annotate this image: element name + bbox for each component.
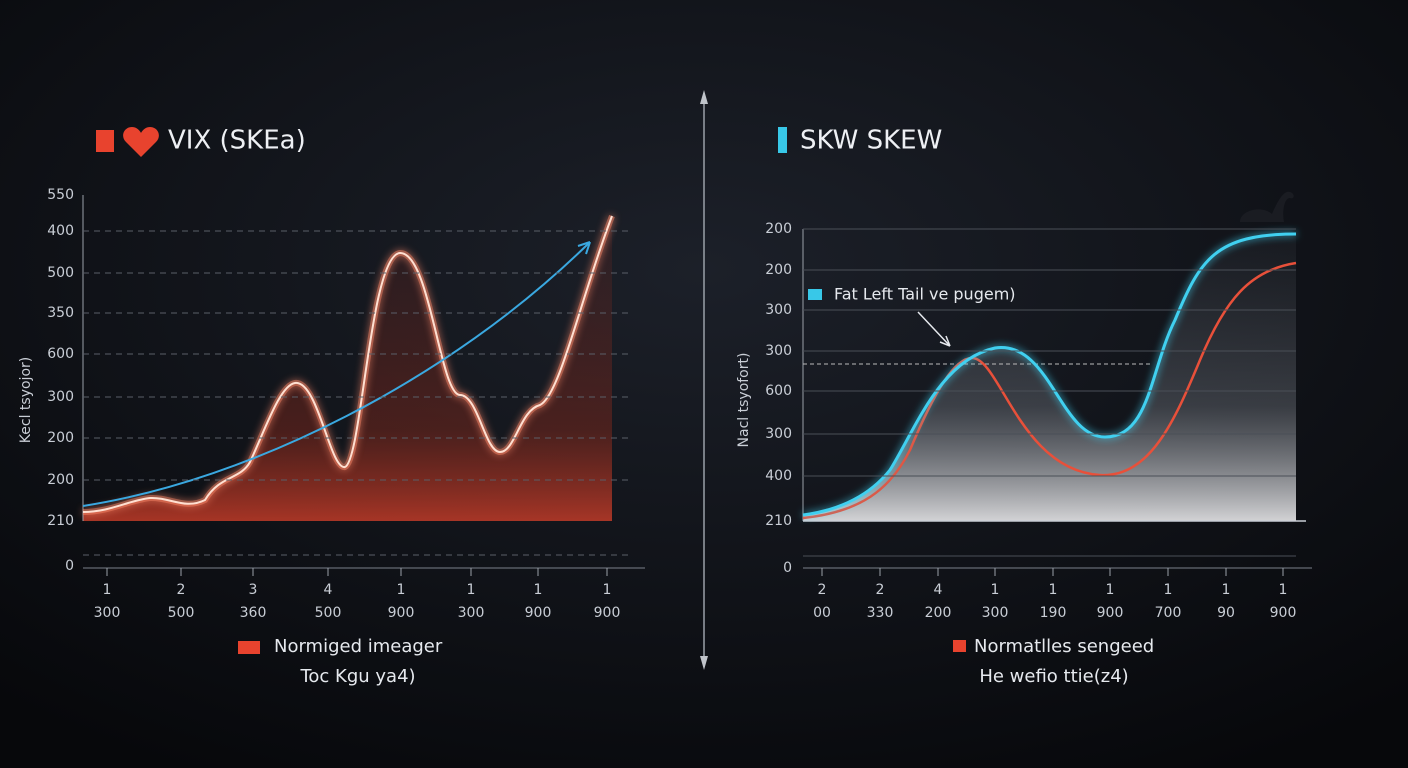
x-tick-label: 1 (603, 582, 612, 598)
x-tick-label: 300 (94, 605, 121, 621)
title-bar (778, 127, 787, 153)
legend-marker (953, 640, 966, 652)
x-tick-label: 1 (534, 582, 543, 598)
y-tick-label: 600 (765, 383, 792, 399)
x-tick-label: 1 (397, 582, 406, 598)
y-tick-label: 350 (47, 305, 74, 321)
x-tick-label: 300 (458, 605, 485, 621)
right-chart (778, 127, 1312, 569)
x-tick-label: 200 (925, 605, 952, 621)
y-tick-label: 0 (783, 560, 792, 576)
y-tick-label: 300 (765, 426, 792, 442)
x-tick-label: 190 (1040, 605, 1067, 621)
left-title: VIX (SKEa) (168, 126, 306, 156)
cyan-curve (802, 232, 1297, 517)
left-chart (82, 127, 645, 569)
right-title: SKW SKEW (800, 126, 942, 156)
x-tick-label: 2 (177, 582, 186, 598)
y-tick-label: 500 (47, 265, 74, 281)
x-tick-label: 00 (813, 605, 831, 621)
y-axis-label: Kecl tsyojor) (18, 357, 34, 443)
x-tick-label: 1 (1164, 582, 1173, 598)
x-tick-label: 1 (1222, 582, 1231, 598)
y-tick-label: 200 (765, 221, 792, 237)
x-tick-label: 900 (525, 605, 552, 621)
x-tick-label: 900 (1097, 605, 1124, 621)
heart-icon (123, 127, 159, 157)
legend-label: Normiged imeager (274, 636, 443, 657)
x-tick-label: 330 (867, 605, 894, 621)
x-tick-label: 90 (1217, 605, 1235, 621)
caption: Toc Kgu ya4) (299, 666, 415, 687)
x-tick-label: 4 (934, 582, 943, 598)
x-tick-label: 500 (168, 605, 195, 621)
x-tick-label: 900 (1270, 605, 1297, 621)
x-tick-label: 900 (388, 605, 415, 621)
trend-line (82, 241, 591, 507)
y-tick-label: 300 (765, 302, 792, 318)
curve (82, 215, 613, 513)
y-tick-label: 400 (765, 468, 792, 484)
x-tick-label: 1 (1279, 582, 1288, 598)
trend-arrow (577, 241, 591, 255)
y-tick-label: 210 (765, 513, 792, 529)
y-tick-label: 550 (47, 187, 74, 203)
y-tick-label: 200 (765, 262, 792, 278)
y-tick-label: 600 (47, 346, 74, 362)
y-tick-label: 200 (47, 472, 74, 488)
annotation-marker (808, 289, 822, 300)
y-tick-label: 0 (65, 558, 74, 574)
x-tick-label: 700 (1155, 605, 1182, 621)
x-tick-label: 1 (467, 582, 476, 598)
caption: He wefio ttie(z4) (979, 666, 1128, 687)
swan-icon (1240, 191, 1294, 222)
x-tick-label: 2 (876, 582, 885, 598)
x-tick-label: 4 (324, 582, 333, 598)
x-tick-label: 1 (1049, 582, 1058, 598)
y-tick-label: 300 (765, 343, 792, 359)
red-curve (802, 261, 1297, 520)
x-tick-label: 3 (249, 582, 258, 598)
legend-label: Normatlles sengeed (974, 636, 1154, 657)
area-fill (803, 234, 1296, 521)
x-tick-label: 1 (103, 582, 112, 598)
x-tick-label: 2 (818, 582, 827, 598)
legend-square (96, 130, 114, 152)
y-tick-label: 300 (47, 389, 74, 405)
annotation-arrow (917, 311, 951, 347)
x-tick-label: 1 (1106, 582, 1115, 598)
x-tick-label: 500 (315, 605, 342, 621)
y-tick-label: 200 (47, 430, 74, 446)
annotation: Fat Left Tail ve pugem) (834, 285, 1016, 304)
x-tick-label: 900 (594, 605, 621, 621)
legend-marker (238, 641, 260, 654)
x-tick-label: 360 (240, 605, 267, 621)
x-tick-label: 300 (982, 605, 1009, 621)
y-axis-label: Nacl tsyofort) (736, 353, 752, 448)
y-tick-label: 400 (47, 223, 74, 239)
y-tick-label: 210 (47, 513, 74, 529)
x-tick-label: 1 (991, 582, 1000, 598)
area-fill (83, 216, 612, 521)
